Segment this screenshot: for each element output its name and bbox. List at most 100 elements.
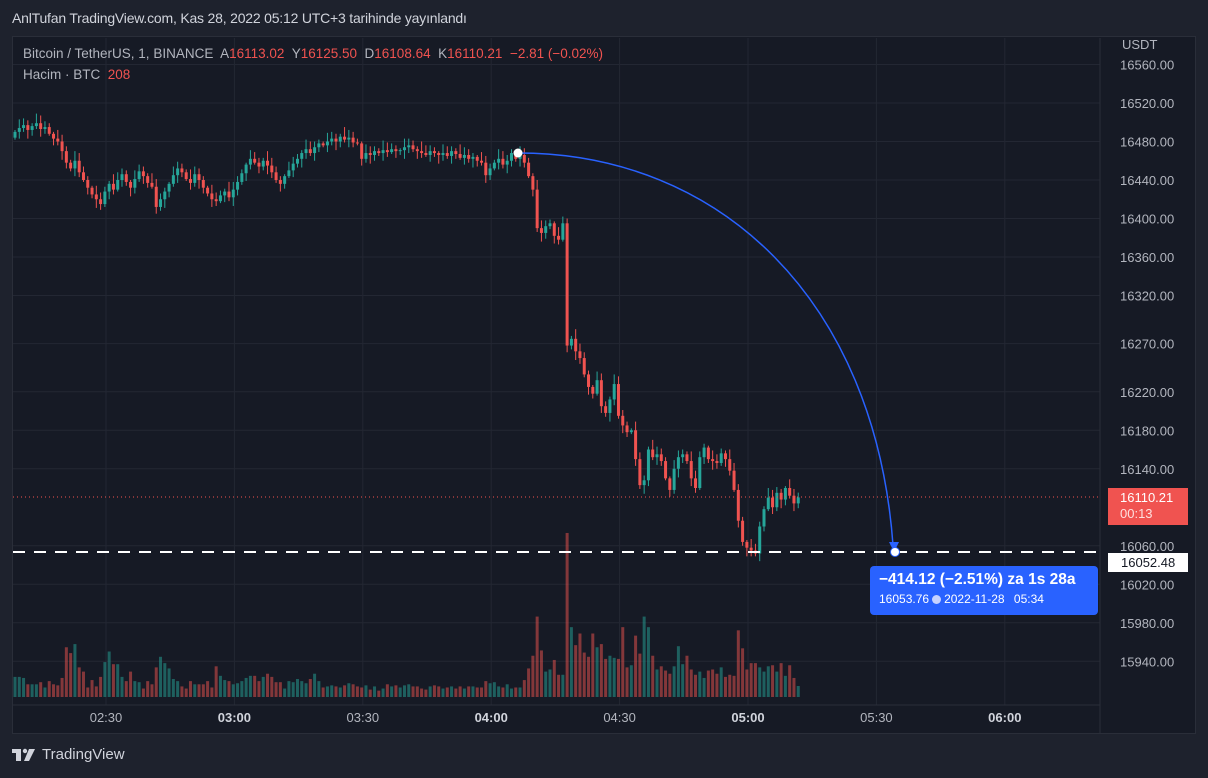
volume-bar <box>60 677 64 697</box>
candle <box>775 487 779 512</box>
candle <box>107 180 111 200</box>
candle-body <box>278 180 282 184</box>
volume-bar <box>56 685 60 697</box>
candle <box>509 149 513 167</box>
candle-body <box>766 497 770 510</box>
candle-body <box>762 509 766 527</box>
candle <box>381 140 385 161</box>
candle <box>385 142 389 157</box>
price-tick: 16320.00 <box>1120 289 1174 304</box>
volume-bar <box>694 674 698 697</box>
candle-body <box>73 160 77 169</box>
volume-bar <box>475 687 479 697</box>
volume-bar <box>454 688 458 697</box>
candle-body <box>415 149 419 152</box>
volume-bar <box>26 684 30 697</box>
volume-bar <box>146 681 150 697</box>
candle-body <box>527 162 531 177</box>
volume-bar <box>441 688 445 697</box>
price-tick: 16020.00 <box>1120 577 1174 592</box>
candle-body <box>343 136 347 140</box>
candle-body <box>159 199 163 207</box>
volume-bar <box>163 663 167 697</box>
candle <box>711 450 715 470</box>
volume-bar <box>711 669 715 697</box>
candle-body <box>283 176 287 184</box>
candle <box>411 140 415 153</box>
candle-body <box>616 384 620 416</box>
candle-body <box>723 453 727 460</box>
candle-body <box>642 480 646 486</box>
candle <box>428 145 432 162</box>
candle <box>749 539 753 557</box>
candle-body <box>407 145 411 148</box>
volume-bar <box>437 686 441 697</box>
candle <box>557 227 561 245</box>
candle <box>616 376 620 419</box>
candle-body <box>411 145 415 150</box>
volume-bar <box>741 648 745 697</box>
volume-bar <box>689 669 693 697</box>
volume-bar <box>604 658 608 697</box>
volume-label[interactable]: Hacim · BTC <box>23 67 101 82</box>
volume-bar <box>73 644 77 697</box>
volume-bar <box>462 688 466 697</box>
volume-bar <box>719 667 723 697</box>
candle <box>582 352 586 378</box>
candle <box>484 155 488 183</box>
candle <box>193 166 197 187</box>
measure-start-handle[interactable] <box>513 148 523 158</box>
currency-label[interactable]: USDT <box>1120 37 1160 52</box>
candle <box>745 539 749 557</box>
candle-body <box>150 182 154 187</box>
candle <box>368 146 372 164</box>
candle-body <box>197 174 201 180</box>
candle <box>685 451 689 464</box>
chart-frame[interactable] <box>12 36 1196 734</box>
candle-body <box>676 457 680 469</box>
candle-body <box>651 449 655 458</box>
candle-body <box>522 154 526 163</box>
candle <box>22 118 26 132</box>
volume-bar <box>184 688 188 697</box>
candle <box>218 190 222 204</box>
candle <box>681 449 685 463</box>
candle-body <box>64 151 68 163</box>
volume-bar <box>792 677 796 697</box>
symbol-name[interactable]: Bitcoin / TetherUS, 1, BINANCE <box>23 46 214 61</box>
candle <box>672 460 676 494</box>
candle <box>505 154 509 174</box>
change-value: −2.81 (−0.02%) <box>509 46 604 61</box>
measure-end-handle[interactable] <box>890 547 900 557</box>
candle <box>146 173 150 188</box>
volume-bar <box>539 650 543 697</box>
open-label: A <box>220 46 230 61</box>
volume-bar <box>317 681 321 697</box>
candle-body <box>450 151 454 156</box>
tradingview-logo[interactable]: TradingView <box>12 746 125 763</box>
volume-bar <box>22 677 26 697</box>
candle-body <box>629 430 633 433</box>
volume-bar <box>86 687 90 697</box>
candle-body <box>779 492 783 500</box>
candle <box>257 157 261 174</box>
candle <box>565 218 569 353</box>
volume-bar <box>150 684 154 697</box>
candle-body <box>471 156 475 159</box>
candle <box>103 186 107 207</box>
candle-body <box>291 163 295 171</box>
volume-bar <box>338 687 342 697</box>
candle-body <box>373 151 377 155</box>
volume-bar <box>565 532 569 697</box>
candle-body <box>745 541 749 548</box>
volume-bar <box>595 647 599 697</box>
candle <box>450 146 454 164</box>
candle <box>77 153 81 178</box>
candle <box>317 139 321 153</box>
candle <box>338 133 342 148</box>
volume-bar <box>120 676 124 697</box>
candle-body <box>317 143 321 148</box>
candle <box>604 401 608 417</box>
candle <box>171 166 175 187</box>
